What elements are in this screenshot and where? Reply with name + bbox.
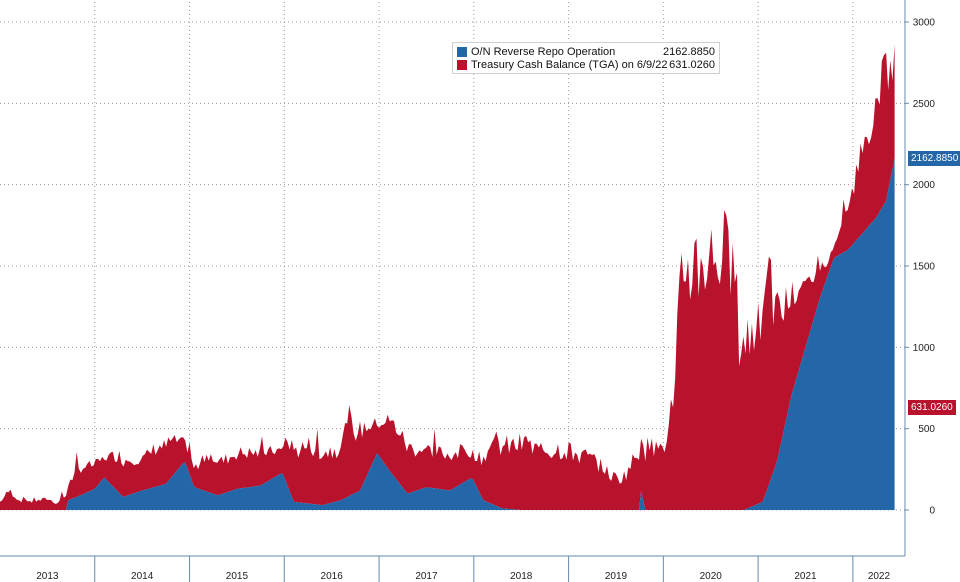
legend: O/N Reverse Repo Operation 2162.8850 Tre… — [452, 42, 720, 74]
area-reverse-repo — [0, 158, 895, 510]
axes: 0 500 1000 1500 2000 2500 3000 2013 2014 2015 2016… — [0, 0, 935, 582]
x-tick-label-2018: 2018 — [510, 571, 533, 582]
x-tick-label-2014: 2014 — [131, 571, 154, 582]
plot-area — [0, 44, 895, 511]
y-tick-label-3000: 3000 — [913, 18, 936, 29]
x-tick-label-2019: 2019 — [605, 571, 628, 582]
x-tick-label-2021: 2021 — [794, 571, 817, 582]
legend-swatch-reverse-repo — [457, 47, 467, 57]
legend-label-tga: Treasury Cash Balance (TGA) on 6/9/22 — [471, 59, 668, 71]
x-tick-label-2016: 2016 — [321, 571, 344, 582]
last-value-tag-tga: 631.0260 — [908, 400, 956, 416]
legend-swatch-tga — [457, 60, 467, 70]
x-tick-label-2013: 2013 — [36, 571, 59, 582]
area-tga — [0, 44, 895, 511]
x-tick-label-2020: 2020 — [700, 571, 723, 582]
y-tick-label-0: 0 — [929, 506, 935, 517]
y-tick-label-2500: 2500 — [913, 99, 936, 110]
y-tick-label-500: 500 — [918, 424, 935, 435]
y-tick-label-1000: 1000 — [913, 343, 936, 354]
gridlines — [0, 2, 905, 511]
legend-label-reverse-repo: O/N Reverse Repo Operation — [471, 46, 616, 58]
y-tick-label-2000: 2000 — [913, 180, 936, 191]
legend-entry-reverse-repo: O/N Reverse Repo Operation 2162.8850 — [457, 45, 715, 59]
legend-value-tga: 631.0260 — [669, 59, 715, 71]
x-tick-label-2017: 2017 — [415, 571, 438, 582]
x-tick-label-2022: 2022 — [868, 571, 891, 582]
y-tick-label-1500: 1500 — [913, 262, 936, 273]
x-tick-label-2015: 2015 — [226, 571, 249, 582]
legend-value-reverse-repo: 2162.8850 — [663, 46, 715, 58]
last-value-tag-reverse-repo: 2162.8850 — [908, 151, 960, 167]
legend-entry-tga: Treasury Cash Balance (TGA) on 6/9/22 63… — [457, 58, 715, 72]
